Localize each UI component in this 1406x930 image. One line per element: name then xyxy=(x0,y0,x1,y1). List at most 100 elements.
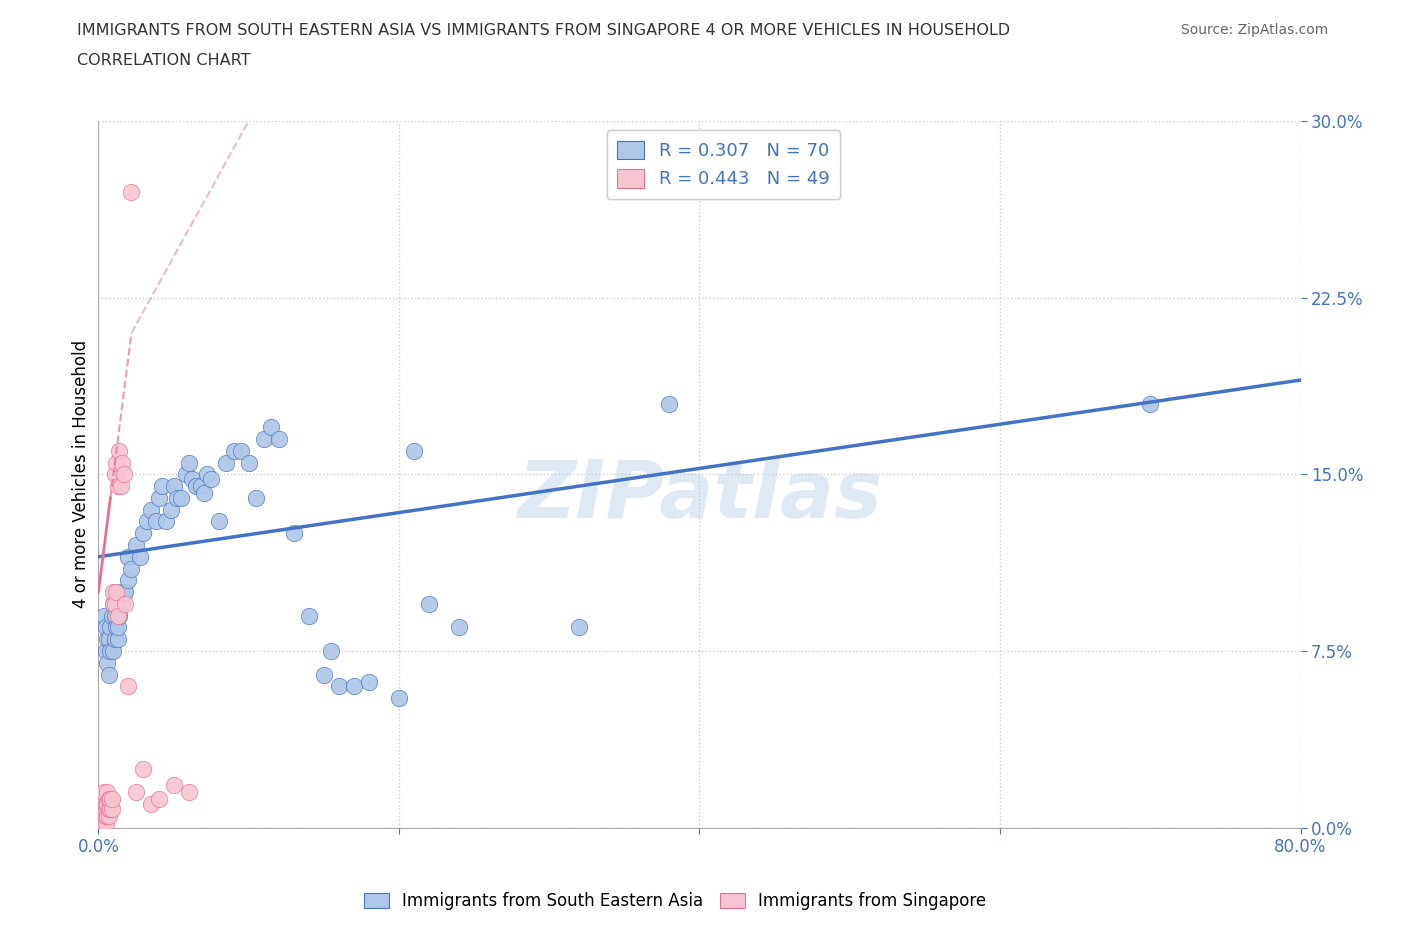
Point xyxy=(193,485,215,500)
Point xyxy=(107,608,129,623)
Point xyxy=(101,802,124,817)
Point xyxy=(166,490,188,505)
Point xyxy=(121,561,143,576)
Point xyxy=(121,184,143,199)
Point xyxy=(162,777,184,792)
Point xyxy=(343,679,366,694)
Point xyxy=(148,490,170,505)
Point xyxy=(402,444,425,458)
Point xyxy=(101,792,124,807)
Point xyxy=(103,596,125,611)
Point xyxy=(105,620,128,635)
Point xyxy=(94,644,117,658)
Point xyxy=(418,596,440,611)
Point xyxy=(200,472,222,486)
Point xyxy=(1139,396,1161,411)
Point xyxy=(90,816,112,830)
Point xyxy=(215,455,238,470)
Point xyxy=(184,479,207,494)
Point xyxy=(155,514,177,529)
Point xyxy=(321,644,343,658)
Point xyxy=(139,502,162,517)
Point xyxy=(110,585,132,600)
Point xyxy=(100,644,122,658)
Point xyxy=(97,808,120,823)
Point xyxy=(94,816,117,830)
Point xyxy=(267,432,290,446)
Y-axis label: 4 or more Vehicles in Household: 4 or more Vehicles in Household xyxy=(72,340,90,608)
Point xyxy=(177,785,200,800)
Point xyxy=(222,444,245,458)
Point xyxy=(568,620,591,635)
Point xyxy=(104,608,127,623)
Point xyxy=(93,816,115,830)
Point xyxy=(260,419,283,434)
Point xyxy=(150,479,173,494)
Point xyxy=(90,802,112,817)
Point xyxy=(190,479,212,494)
Point xyxy=(96,656,118,671)
Point xyxy=(94,802,117,817)
Point xyxy=(96,808,118,823)
Point xyxy=(108,444,131,458)
Point xyxy=(125,538,148,552)
Point xyxy=(388,691,411,706)
Text: IMMIGRANTS FROM SOUTH EASTERN ASIA VS IMMIGRANTS FROM SINGAPORE 4 OR MORE VEHICL: IMMIGRANTS FROM SOUTH EASTERN ASIA VS IM… xyxy=(77,23,1011,38)
Point xyxy=(135,514,157,529)
Point xyxy=(117,550,139,565)
Point xyxy=(111,596,134,611)
Point xyxy=(238,455,260,470)
Point xyxy=(117,573,139,588)
Point xyxy=(145,514,167,529)
Point xyxy=(94,797,117,812)
Point xyxy=(94,620,117,635)
Point xyxy=(96,785,118,800)
Point xyxy=(91,816,114,830)
Point xyxy=(283,525,305,540)
Point xyxy=(91,797,114,812)
Point xyxy=(107,631,129,646)
Point xyxy=(104,596,127,611)
Legend: Immigrants from South Eastern Asia, Immigrants from Singapore: Immigrants from South Eastern Asia, Immi… xyxy=(357,885,993,917)
Point xyxy=(117,679,139,694)
Point xyxy=(89,808,111,823)
Point xyxy=(90,792,112,807)
Point xyxy=(107,479,129,494)
Point xyxy=(195,467,218,482)
Point xyxy=(105,585,128,600)
Point xyxy=(170,490,193,505)
Point xyxy=(357,674,380,689)
Point xyxy=(93,797,115,812)
Point xyxy=(111,455,134,470)
Point xyxy=(100,620,122,635)
Text: CORRELATION CHART: CORRELATION CHART xyxy=(77,53,250,68)
Point xyxy=(110,479,132,494)
Point xyxy=(112,467,135,482)
Point xyxy=(148,792,170,807)
Point xyxy=(97,667,120,682)
Point xyxy=(89,816,111,830)
Point xyxy=(132,525,155,540)
Point xyxy=(177,455,200,470)
Point xyxy=(97,631,120,646)
Point xyxy=(105,596,128,611)
Point xyxy=(139,797,162,812)
Point xyxy=(103,585,125,600)
Point xyxy=(114,596,136,611)
Point xyxy=(328,679,350,694)
Point xyxy=(91,808,114,823)
Point xyxy=(96,797,118,812)
Point xyxy=(103,644,125,658)
Point xyxy=(298,608,321,623)
Point xyxy=(108,608,131,623)
Point xyxy=(97,792,120,807)
Legend: R = 0.307   N = 70, R = 0.443   N = 49: R = 0.307 N = 70, R = 0.443 N = 49 xyxy=(606,130,841,199)
Point xyxy=(129,550,152,565)
Point xyxy=(91,802,114,817)
Point xyxy=(162,479,184,494)
Point xyxy=(93,808,115,823)
Point xyxy=(104,631,127,646)
Point xyxy=(174,467,197,482)
Text: Source: ZipAtlas.com: Source: ZipAtlas.com xyxy=(1181,23,1329,37)
Point xyxy=(112,585,135,600)
